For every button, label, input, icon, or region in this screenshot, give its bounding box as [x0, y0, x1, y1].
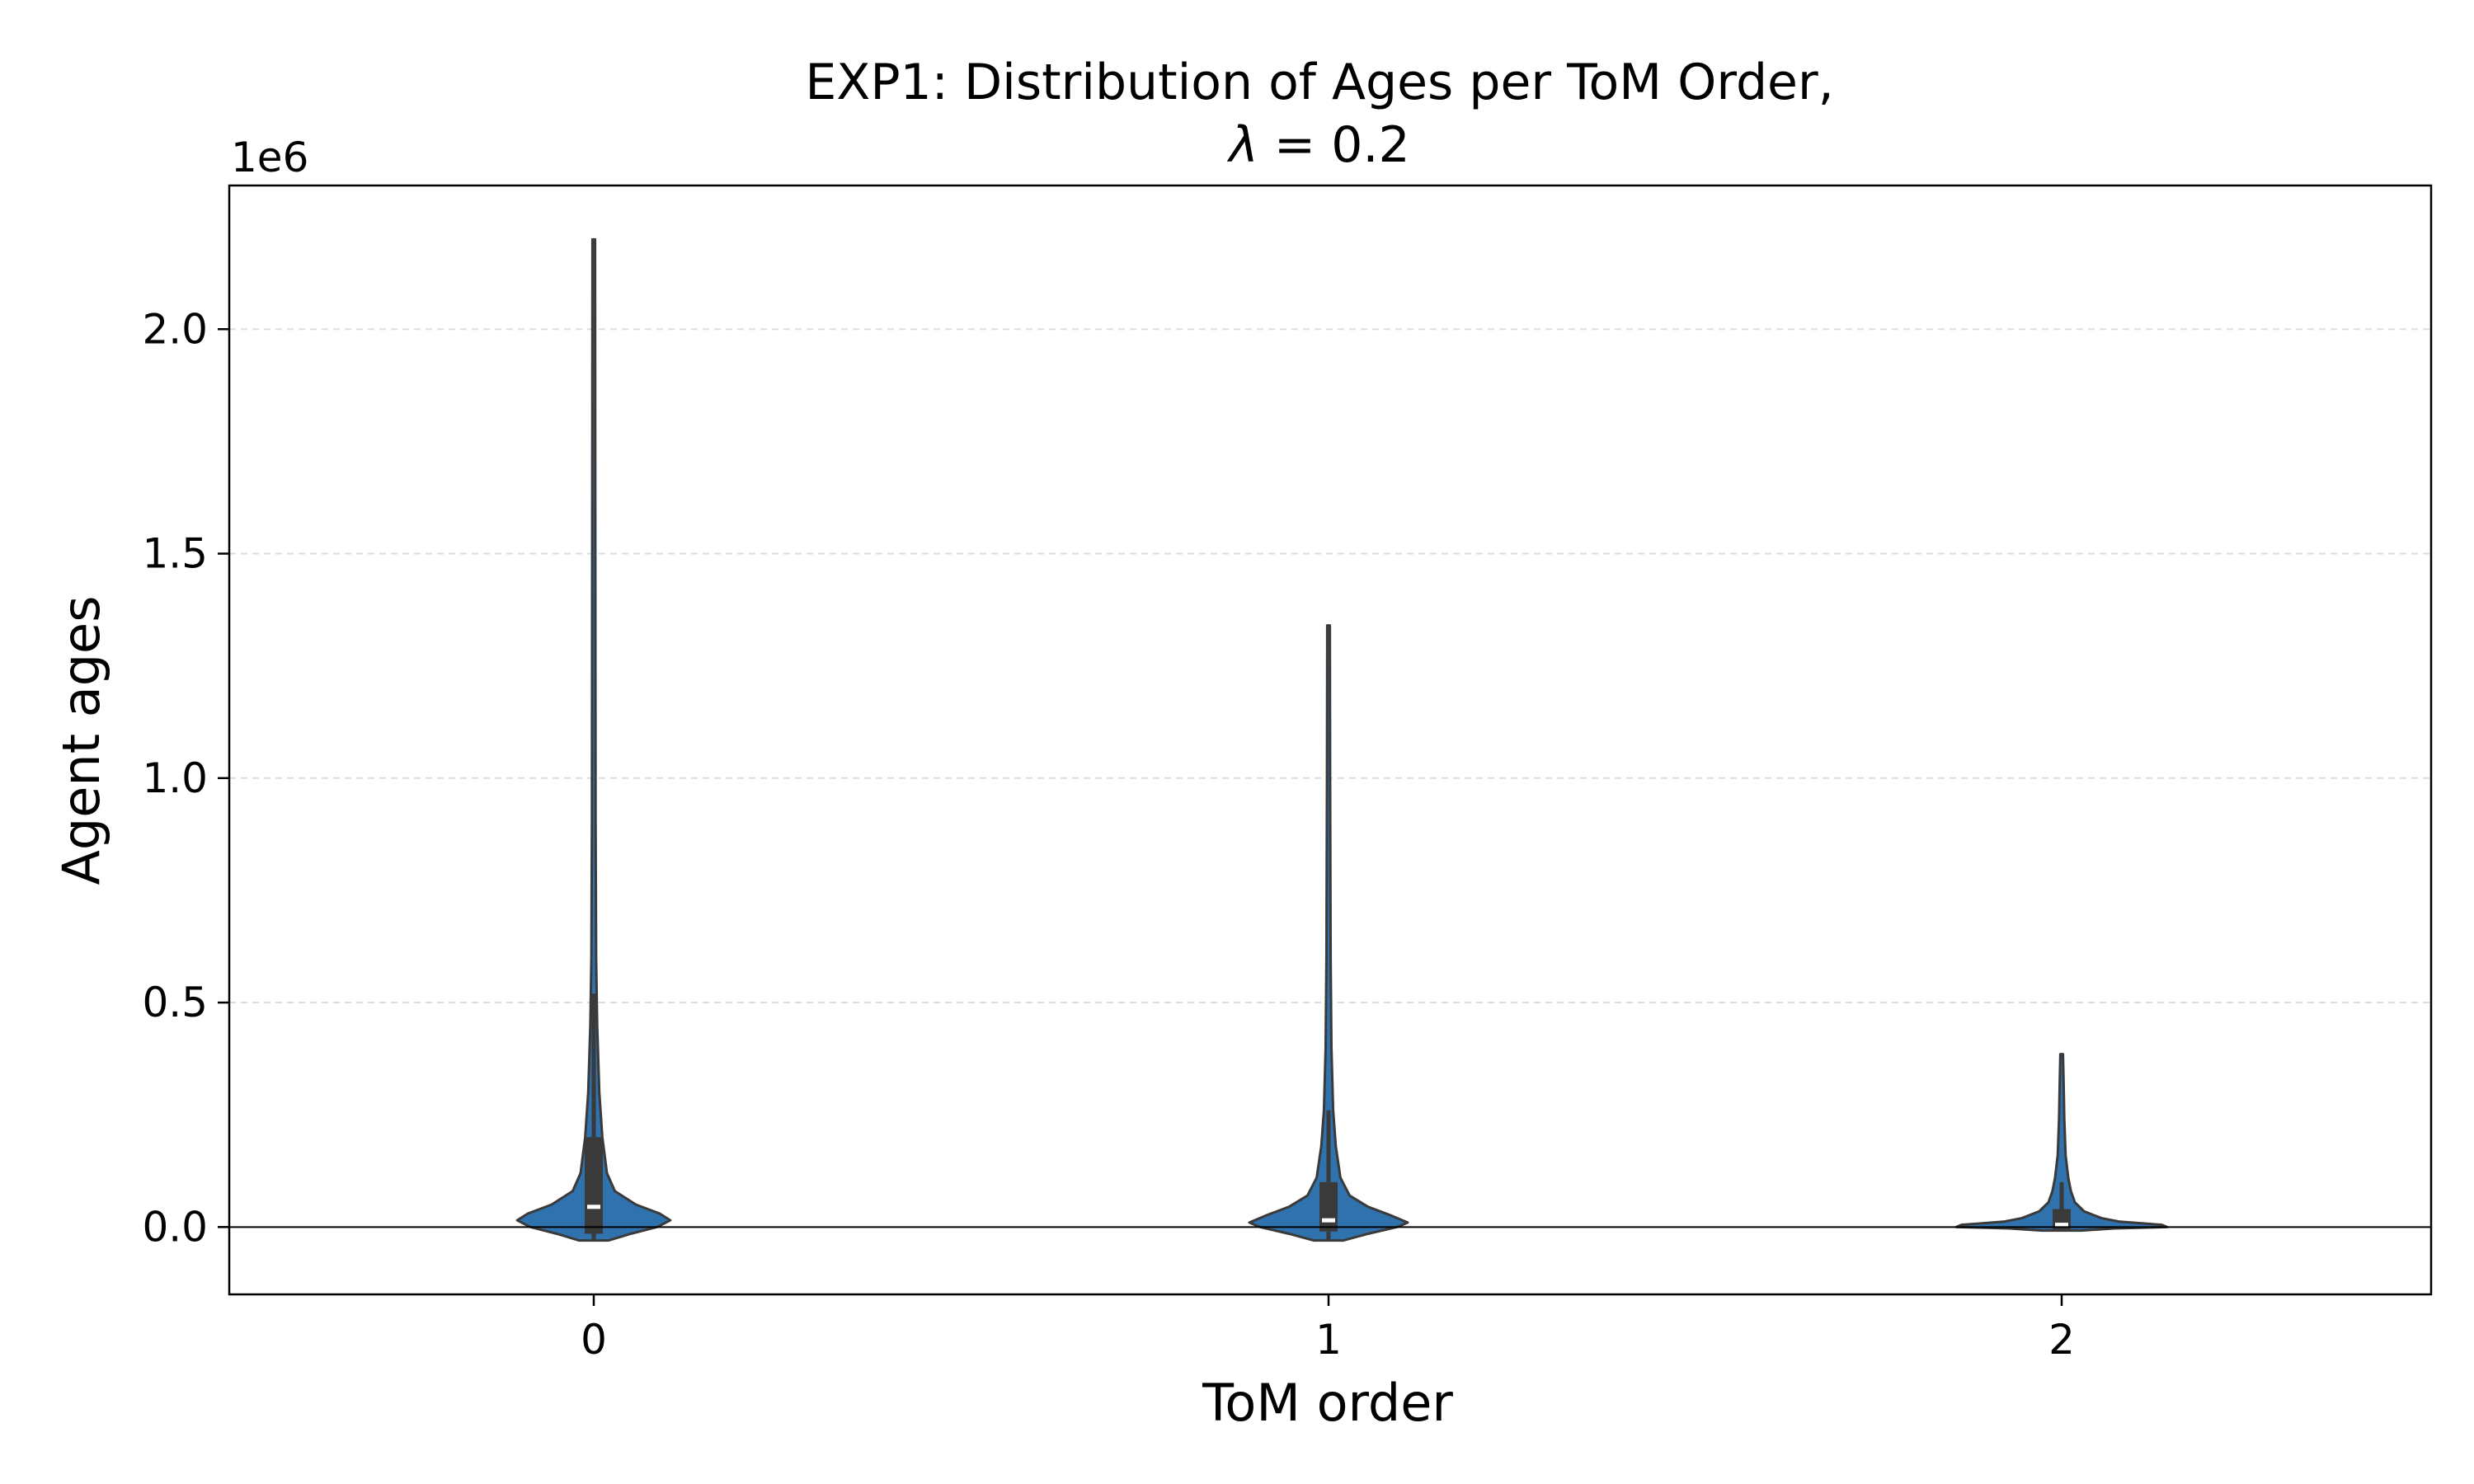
lambda-symbol: λ: [1226, 116, 1258, 174]
chart-title: EXP1: Distribution of Ages per ToM Order…: [805, 54, 1833, 111]
violin-body: [1954, 1053, 2169, 1233]
y-tick-label: 0.5: [142, 979, 208, 1026]
x-tick-label: 2: [2048, 1316, 2075, 1364]
plot-frame: [228, 184, 2433, 1296]
y-axis-ticks: 0.0 0.5 1.0 1.5 2.0: [142, 305, 229, 1251]
y-tick-label: 1.5: [142, 530, 208, 578]
violin-cat-2: [1954, 1053, 2169, 1233]
x-axis-ticks: 0 1 2: [581, 1294, 2075, 1364]
violin-body: [515, 237, 672, 1242]
violin-body: [1248, 624, 1409, 1242]
y-offset-label: 1e6: [231, 134, 308, 181]
violins: [229, 237, 2431, 1242]
violin-box: [585, 1137, 603, 1234]
y-tick-label: 2.0: [142, 305, 208, 353]
x-tick-label: 0: [581, 1316, 607, 1364]
violin-cat-0: [515, 237, 672, 1242]
violin-box: [1319, 1181, 1338, 1232]
x-axis-label: ToM order: [1202, 1373, 1453, 1433]
y-axis-label: Agent ages: [51, 595, 111, 885]
y-tick-label: 1.0: [142, 754, 208, 802]
violin-cat-1: [1248, 624, 1409, 1242]
y-tick-label: 0.0: [142, 1203, 208, 1251]
chart-subtitle: λ = 0.2: [1226, 116, 1409, 174]
lambda-value: = 0.2: [1258, 116, 1410, 174]
x-tick-label: 1: [1315, 1316, 1342, 1364]
